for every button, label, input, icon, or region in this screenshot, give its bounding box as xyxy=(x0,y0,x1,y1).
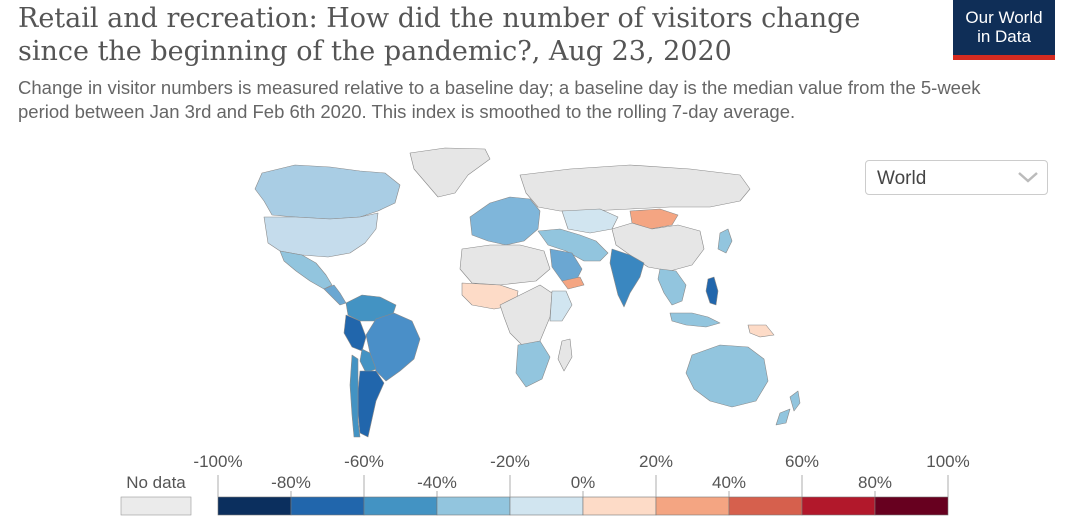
legend-color-bin xyxy=(801,496,876,516)
map-region: Brazil xyxy=(365,312,421,382)
map-region: India xyxy=(609,248,645,308)
map-region: Russia xyxy=(519,164,751,212)
region-select-value: World xyxy=(877,168,927,189)
legend-tick-label: -80% xyxy=(271,473,311,492)
map-region: Central America xyxy=(323,284,347,306)
legend-color-bin xyxy=(363,496,438,516)
legend-no-data-swatch xyxy=(120,496,192,516)
map-region: Japan xyxy=(717,228,733,254)
legend-tick-label: 100% xyxy=(926,452,969,471)
map-region: Western Europe xyxy=(469,196,541,246)
map-region: North America xyxy=(263,212,379,258)
map-region: Yemen xyxy=(561,276,585,290)
legend-tick-label: -40% xyxy=(417,473,457,492)
legend-color-bin xyxy=(436,496,511,516)
map-region: Greenland xyxy=(409,147,491,198)
legend-color-bin xyxy=(509,496,584,516)
legend-tick-label: 0% xyxy=(571,473,596,492)
map-region: Madagascar xyxy=(557,338,573,372)
legend-color-bin xyxy=(582,496,657,516)
map-region: Canada xyxy=(254,164,401,220)
legend-color-bin xyxy=(655,496,730,516)
map-region: Middle East xyxy=(537,228,609,262)
map-region: Australia xyxy=(685,344,769,408)
legend-color-bin xyxy=(217,496,292,516)
map-region: Southeast Asia xyxy=(657,268,687,306)
map-region: East Africa xyxy=(549,290,573,322)
map-region: North Africa xyxy=(459,244,551,286)
legend-color-bin xyxy=(290,496,365,516)
chart-title: Retail and recreation: How did the numbe… xyxy=(18,3,861,67)
legend-tick-label: 80% xyxy=(858,473,892,492)
region-select[interactable]: World xyxy=(865,160,1048,195)
map-region: Papua New Guinea xyxy=(747,324,775,338)
logo-line-2: in Data xyxy=(977,27,1031,46)
map-region: China xyxy=(611,222,705,272)
legend-color-bin xyxy=(874,496,949,516)
map-region: Central Africa xyxy=(499,284,553,346)
legend-tick-label: 60% xyxy=(785,452,819,471)
color-legend: No data -100% -60% -20% 20% 60% 100% -80% -40% 0%… xyxy=(0,445,1075,525)
owid-logo[interactable]: Our World in Data xyxy=(953,0,1055,60)
map-region: Argentina xyxy=(357,370,385,438)
logo-line-1: Our World xyxy=(965,8,1043,27)
map-region: Southern Africa xyxy=(515,340,551,388)
map-region: Kazakhstan xyxy=(561,208,619,234)
map-region: Mexico xyxy=(279,250,333,290)
legend-tick-label: -60% xyxy=(344,452,384,471)
legend-color-bin xyxy=(728,496,803,516)
chevron-down-icon xyxy=(1017,170,1039,189)
world-map[interactable]: Greenland Canada North America Mexico Ce… xyxy=(200,145,820,445)
legend-tick-label: -100% xyxy=(193,452,242,471)
legend-tick-label: -20% xyxy=(490,452,530,471)
map-region: Chile xyxy=(349,354,361,438)
map-region: Southeast Asia xyxy=(669,312,721,328)
map-region: Philippines xyxy=(705,276,719,306)
map-region: New Zealand xyxy=(775,408,791,426)
legend-tick-label: 20% xyxy=(639,452,673,471)
legend-tick-label: 40% xyxy=(712,473,746,492)
chart-subtitle: Change in visitor numbers is measured re… xyxy=(18,77,981,122)
map-region: New Zealand xyxy=(789,390,801,412)
legend-no-data-label: No data xyxy=(126,473,186,492)
